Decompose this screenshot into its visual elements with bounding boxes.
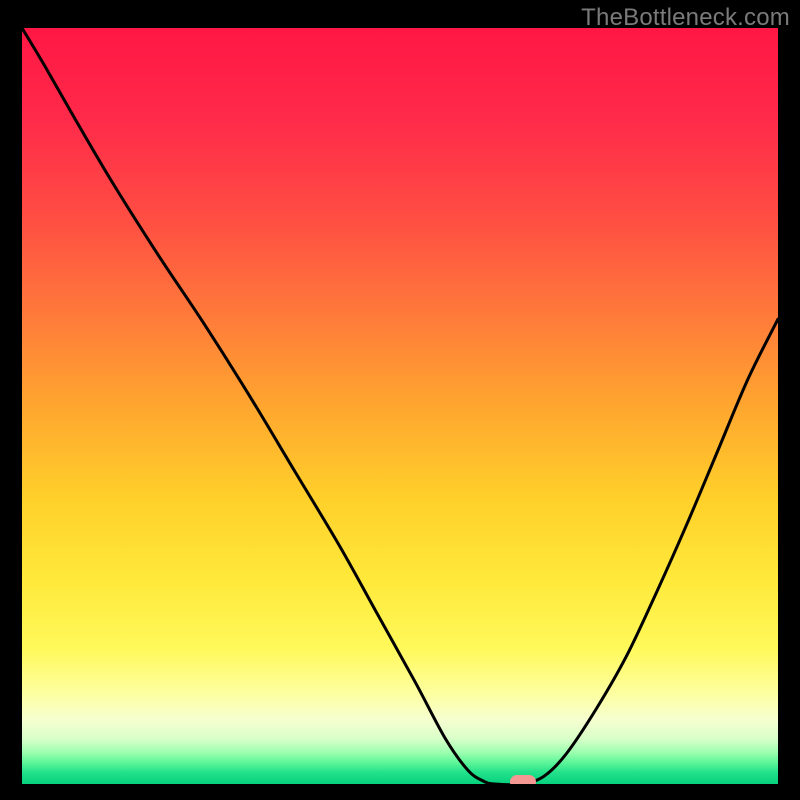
chart-frame: TheBottleneck.com <box>0 0 800 800</box>
plot-svg <box>22 28 778 784</box>
plot-area <box>22 28 778 784</box>
watermark-label: TheBottleneck.com <box>581 4 790 32</box>
gradient-background <box>22 28 778 784</box>
optimum-marker <box>510 775 536 784</box>
